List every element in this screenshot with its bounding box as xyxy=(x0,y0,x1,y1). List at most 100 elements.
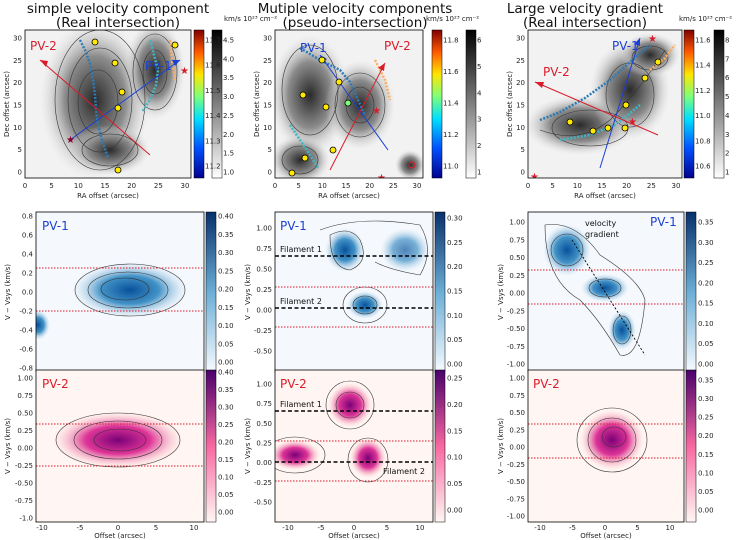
map-x-tick-label: 5 xyxy=(550,182,554,190)
svg-text:★: ★ xyxy=(530,172,539,183)
col1-pv2-ylabel: V − Vsys (km/s) xyxy=(4,418,12,474)
map-x-tick-label: 5 xyxy=(49,182,53,190)
pv-colorbar-tick-label: 0.35 xyxy=(218,386,234,394)
map-x-tick-label: 15 xyxy=(101,182,110,190)
density-colorbar-tick-label: 8 xyxy=(725,37,729,45)
map-y-tick-label: 25 xyxy=(13,57,22,65)
map-y-tick-label: 30 xyxy=(516,35,525,43)
map-y-tick-label: 10 xyxy=(516,124,525,132)
col2-pv1-panel: PV-1 Filament 1 Filament 2 V − Vsys (km/… xyxy=(244,211,434,373)
svg-text:★: ★ xyxy=(180,66,189,77)
col2-title-line1: Mutiple velocity components xyxy=(258,1,453,17)
col2-map-pv2-label: PV-2 xyxy=(384,39,411,53)
pv-colorbar-tick-label: 0.10 xyxy=(218,474,234,482)
velocity-colorbar-tick-label: 11.8 xyxy=(443,37,459,45)
pv-x-tick-label: -5 xyxy=(318,524,325,532)
map-y-tick-label: 30 xyxy=(263,35,272,43)
pv-x-tick-label: 10 xyxy=(666,524,675,532)
col1-map-ylabel: Dec offset (arcsec) xyxy=(3,71,11,137)
pv-y-tick-label: 1.00 xyxy=(509,219,525,227)
pv-y-tick-label: 1.00 xyxy=(509,375,525,383)
col2-pv1-filament1-label: Filament 1 xyxy=(280,245,322,254)
col2-map-ylabel: Dec offset (arcsec) xyxy=(253,71,261,137)
density-colorbar-tick-label: 1.5 xyxy=(223,150,234,158)
col3-pv1-ylabel: V − Vsys (km/s) xyxy=(497,264,505,320)
pv-colorbar-tick-label: 0.30 xyxy=(698,395,714,403)
map-x-tick-label: 10 xyxy=(318,182,327,190)
col1-map-image: ★ ★ xyxy=(39,30,189,178)
pv-colorbar-tick-label: 0.15 xyxy=(218,456,234,464)
pv-colorbar-tick-label: 0.25 xyxy=(447,375,463,383)
col1-title-line2: (Real intersection) xyxy=(56,15,180,31)
pv-colorbar-tick-label: 0.00 xyxy=(447,361,463,369)
col3-pv2-ylabel: V − Vsys (km/s) xyxy=(497,418,505,474)
pv-colorbar-tick-label: 0.35 xyxy=(698,377,714,385)
map-x-tick-label: 10 xyxy=(573,182,582,190)
density-colorbar-tick-label: 4.5 xyxy=(223,37,234,45)
pv-y-tick-label: 0.2 xyxy=(22,270,33,278)
density-colorbar-tick-label: 1 xyxy=(725,169,729,177)
density-colorbar-tick-label: 4.0 xyxy=(223,55,234,63)
velocity-colorbar-tick-label: 11.4 xyxy=(695,62,711,70)
col2-map-xlabel: RA offset (arcsec) xyxy=(318,192,380,200)
col3-pv1-colorbar xyxy=(685,211,697,373)
pv-y-tick-label: 0.25 xyxy=(256,286,272,294)
pv-x-tick-label: -10 xyxy=(534,524,545,532)
col3-pv1-gradient-label: gradient xyxy=(585,230,619,239)
col1-map-density-colorbar xyxy=(211,29,223,179)
col3-title-line1: Large velocity gradient xyxy=(507,1,663,17)
pv-y-tick-label: -0.25 xyxy=(507,307,525,315)
col2-pv2-label: PV-2 xyxy=(280,377,307,391)
density-colorbar-tick-label: 2.5 xyxy=(223,112,234,120)
pv-colorbar-tick-label: 0.30 xyxy=(218,404,234,412)
map-x-tick-label: 0 xyxy=(273,182,277,190)
pv-colorbar-tick-label: 0.05 xyxy=(698,488,714,496)
pv-colorbar-tick-label: 0.00 xyxy=(698,361,714,369)
pv-colorbar-tick-label: 0.20 xyxy=(698,279,714,287)
velocity-colorbar-tick-label: 10.6 xyxy=(695,163,711,171)
map-y-tick-label: 10 xyxy=(13,124,22,132)
svg-text:★: ★ xyxy=(628,117,637,128)
col1-map-pv2-label: PV-2 xyxy=(30,39,57,53)
map-x-tick-label: 5 xyxy=(296,182,300,190)
pv-y-tick-label: 0.25 xyxy=(17,427,33,435)
velocity-colorbar-tick-label: 11.2 xyxy=(695,87,711,95)
pv-colorbar-tick-label: 0.30 xyxy=(447,215,463,223)
col1-title-line1: simple velocity component xyxy=(27,1,209,17)
map-y-tick-label: 0 xyxy=(521,169,525,177)
pv-y-tick-label: 0.25 xyxy=(509,272,525,280)
tick-labels: 0 5 10 15 20 25 3005101520253011.211.311.411.5… xyxy=(13,35,730,533)
col2-pv1-ylabel: V − Vsys (km/s) xyxy=(244,264,252,320)
col3-map-velocity-colorbar xyxy=(683,29,695,179)
map-y-tick-label: 5 xyxy=(18,146,22,154)
pv-colorbar-tick-label: 0.10 xyxy=(698,469,714,477)
pv-y-tick-label: -0.8 xyxy=(19,365,33,373)
map-y-tick-label: 15 xyxy=(516,102,525,110)
pv-y-tick-label: -0.6 xyxy=(19,346,33,354)
map-x-tick-label: 10 xyxy=(74,182,83,190)
pv-y-tick-label: -0.75 xyxy=(15,497,33,505)
pv-y-tick-label: 0.00 xyxy=(17,445,33,453)
pv-x-tick-label: 0 xyxy=(603,524,607,532)
velocity-colorbar-tick-label: 11.0 xyxy=(443,163,459,171)
col3-pv2-image xyxy=(576,407,648,473)
pv-x-tick-label: 10 xyxy=(190,524,199,532)
pv-y-tick-label: 0.00 xyxy=(509,444,525,452)
col1-pv2-label: PV-2 xyxy=(42,377,69,391)
pv-y-tick-label: 0.25 xyxy=(256,440,272,448)
col2-title-line2: (pseudo-intersection) xyxy=(282,15,427,31)
density-colorbar-tick-label: 1.0 xyxy=(223,169,234,177)
density-colorbar-tick-label: 6 xyxy=(725,74,730,82)
map-x-tick-label: 30 xyxy=(181,182,190,190)
col3-pv1-image xyxy=(543,224,646,356)
pv-x-tick-label: 5 xyxy=(154,524,158,532)
pv-y-tick-label: 1.00 xyxy=(256,225,272,233)
pv-colorbar-tick-label: 0.15 xyxy=(698,451,714,459)
map-x-tick-label: 0 xyxy=(526,182,530,190)
col2-pv2-filament1-label: Filament 1 xyxy=(280,400,322,409)
pv-x-tick-label: -5 xyxy=(569,524,576,532)
density-colorbar-tick-label: 4 xyxy=(477,89,482,97)
velocity-colorbar-tick-label: 11.6 xyxy=(695,37,711,45)
pv-x-tick-label: -10 xyxy=(282,524,293,532)
